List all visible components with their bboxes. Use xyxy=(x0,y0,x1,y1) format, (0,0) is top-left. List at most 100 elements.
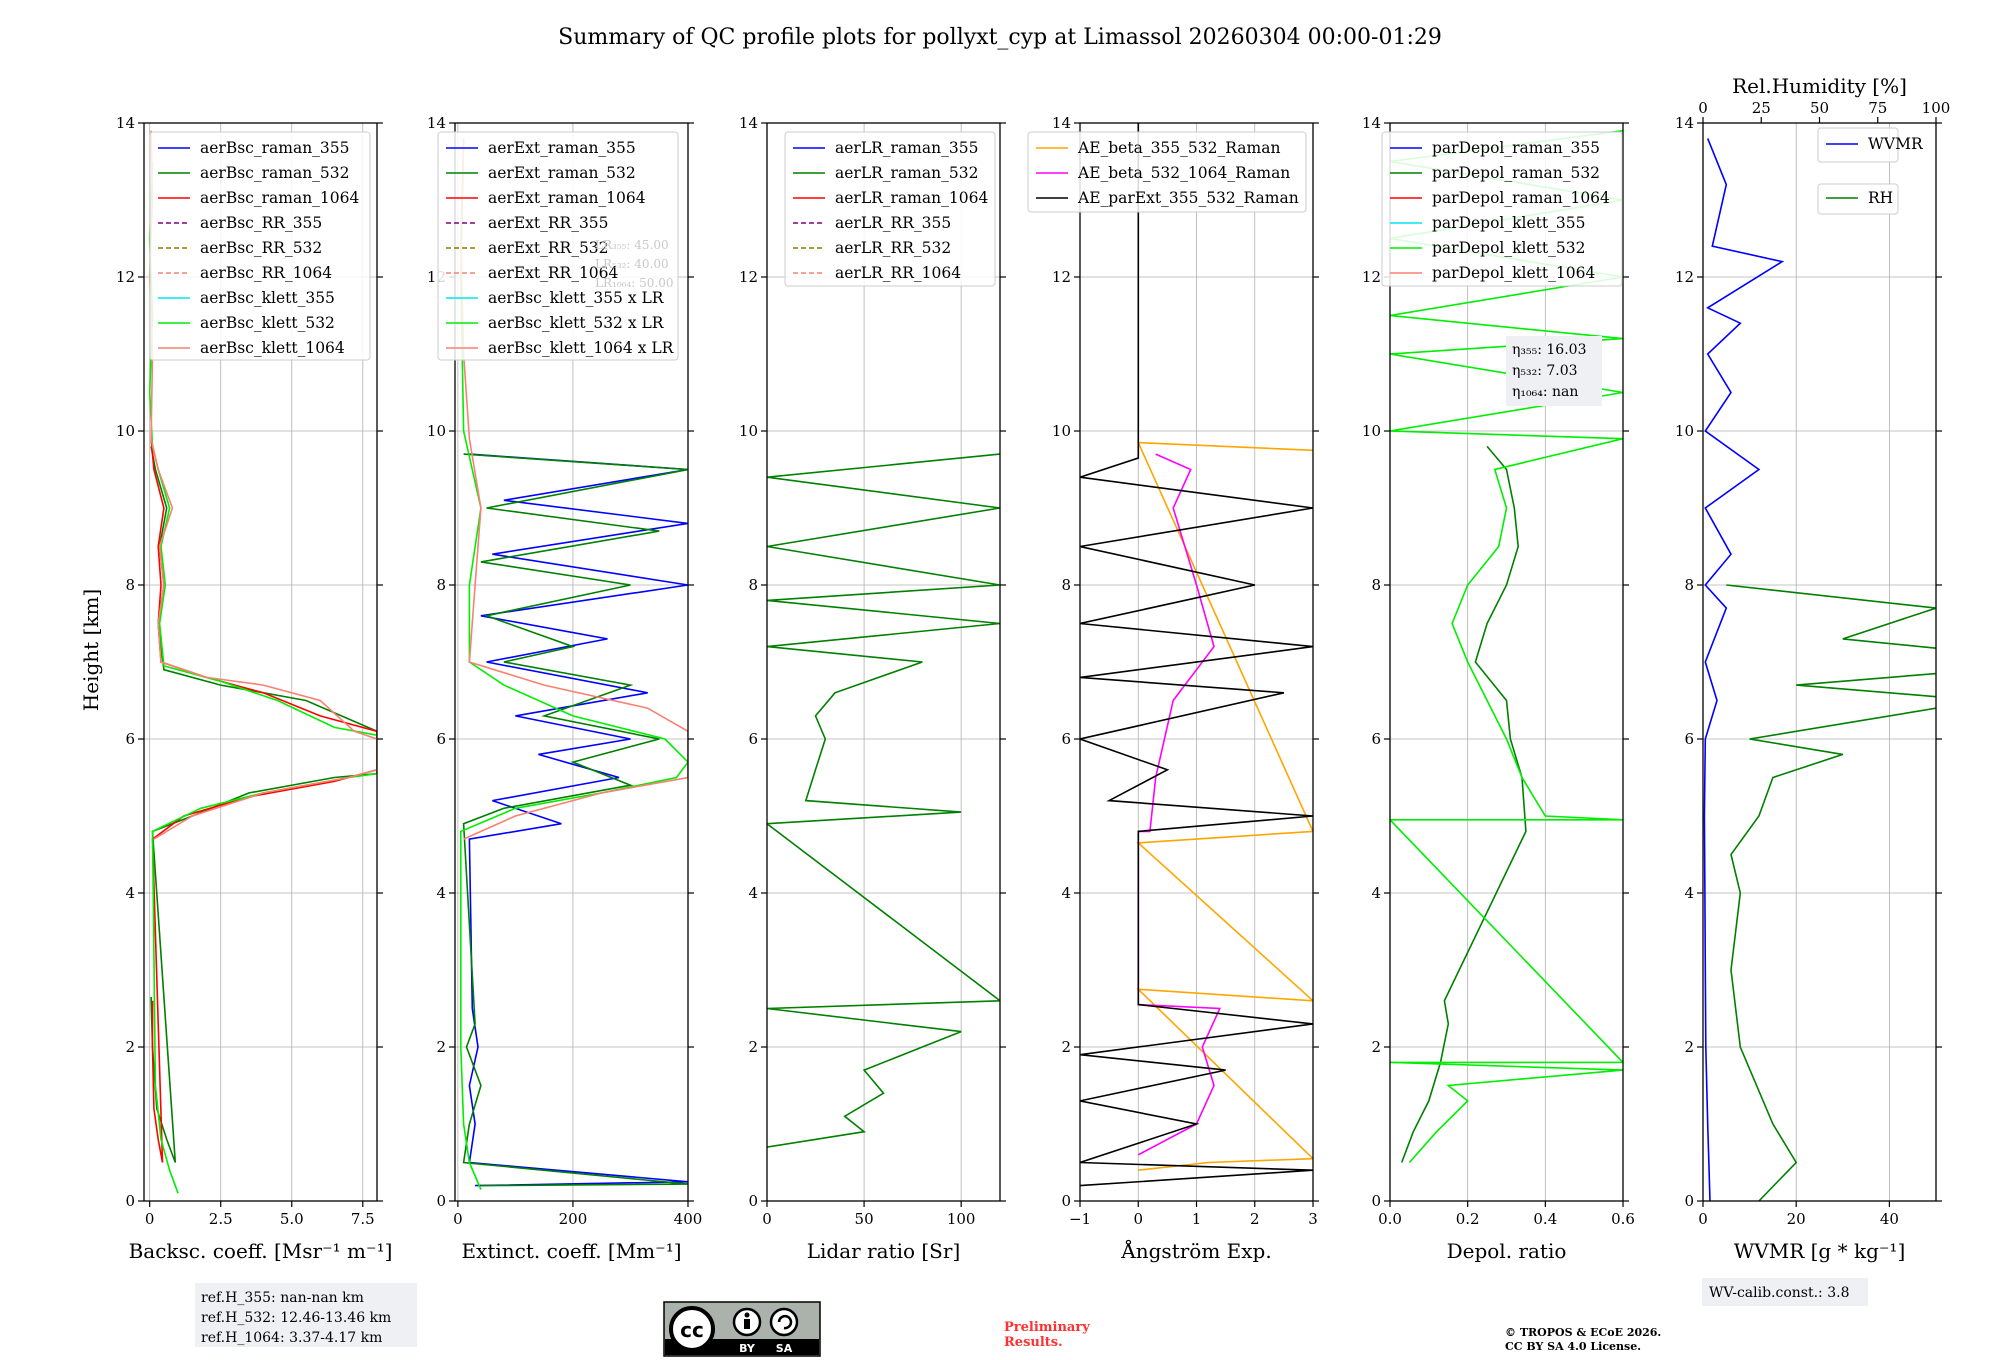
ref-height-355: ref.H_355: nan-nan km xyxy=(201,1290,364,1306)
top-x-tick-label: 0 xyxy=(1698,99,1708,117)
series-aerBsc_raman_1064 xyxy=(150,438,377,1163)
legend-label: AE_beta_355_532_Raman xyxy=(1077,139,1280,157)
panel-lidar_ratio: 0 2 4 6 8 10 12 14 0 50 100 Lidar ratio [Sr] aerLR_r… xyxy=(739,114,1006,1263)
y-tick-label: 8 xyxy=(125,576,135,594)
lidar-ratio-label: LR₅₃₂: 40.00 xyxy=(595,257,669,271)
y-tick-label: 6 xyxy=(436,730,446,748)
legend-label: aerLR_raman_355 xyxy=(835,139,978,157)
y-tick-label: 6 xyxy=(748,730,758,748)
y-tick-label: 8 xyxy=(1371,576,1381,594)
y-tick-label: 8 xyxy=(1061,576,1071,594)
y-tick-label: 14 xyxy=(1675,114,1694,132)
eta-box xyxy=(1506,336,1602,406)
x-tick-label: 20 xyxy=(1787,1210,1806,1228)
x-tick-label: 100 xyxy=(947,1210,976,1228)
y-tick-label: 8 xyxy=(1684,576,1694,594)
legend-label: parDepol_raman_1064 xyxy=(1432,189,1610,207)
legend-label: parDepol_raman_355 xyxy=(1432,139,1600,157)
legend-wvmr: WVMR RH xyxy=(1817,127,1924,215)
axes-frame xyxy=(1702,122,1937,1202)
x-tick-label: 40 xyxy=(1880,1210,1899,1228)
y-tick-label: 2 xyxy=(125,1038,135,1056)
legend-label: aerExt_RR_355 xyxy=(488,214,609,232)
legend-label: aerBsc_klett_355 xyxy=(200,289,335,307)
top-axis-label: Rel.Humidity [%] xyxy=(1732,74,1907,98)
ref-height-box: ref.H_355: nan-nan km ref.H_532: 12.46-1… xyxy=(195,1283,417,1347)
legend-label: aerBsc_raman_1064 xyxy=(200,189,360,207)
y-axis-label: Height [km] xyxy=(79,589,103,711)
y-tick-label: 6 xyxy=(1061,730,1071,748)
series-AE_parExt_355_532_Raman xyxy=(1080,123,1313,1187)
x-tick-label: 0.6 xyxy=(1611,1210,1635,1228)
y-tick-label: 6 xyxy=(125,730,135,748)
x-tick-label: 200 xyxy=(559,1210,588,1228)
x-tick-label: 2 xyxy=(1250,1210,1260,1228)
series-parDepol_raman_532 xyxy=(1400,445,1527,1163)
preliminary-label-line2: Results. xyxy=(1004,1335,1063,1350)
y-tick-label: 4 xyxy=(748,884,758,902)
legend-angstrom: AE_beta_355_532_Raman AE_beta_532_1064_Ra… xyxy=(1027,131,1307,213)
eta-label: η₃₅₅: 16.03 xyxy=(1512,342,1586,358)
series-aerLR_raman_532 xyxy=(767,453,1000,1148)
y-tick-label: 0 xyxy=(436,1192,446,1210)
legend-label: parDepol_klett_1064 xyxy=(1432,264,1595,282)
y-tick-label: 4 xyxy=(1371,884,1381,902)
lidar-ratio-label: LR₃₅₅: 45.00 xyxy=(595,238,669,252)
ref-height-532: ref.H_532: 12.46-13.46 km xyxy=(201,1310,391,1326)
y-tick-label: 2 xyxy=(436,1038,446,1056)
top-x-tick-label: 100 xyxy=(1922,99,1951,117)
legend-label: aerBsc_RR_1064 xyxy=(200,264,332,282)
legend-box xyxy=(437,131,679,361)
legend-label: aerBsc_raman_532 xyxy=(200,164,350,182)
x-tick-label: 1 xyxy=(1192,1210,1202,1228)
legend-box xyxy=(149,131,371,361)
legend-label: aerBsc_klett_355 x LR xyxy=(488,289,665,307)
legend-label: RH xyxy=(1868,189,1893,207)
legend-label: aerLR_raman_532 xyxy=(835,164,978,182)
x-tick-label: 0.4 xyxy=(1533,1210,1557,1228)
share-alike-icon xyxy=(769,1307,799,1337)
svg-text:cc: cc xyxy=(680,1318,704,1342)
x-axis-label: WVMR [g * kg⁻¹] xyxy=(1734,1239,1906,1263)
legend-label: AE_beta_532_1064_Raman xyxy=(1077,164,1290,182)
x-axis-label: Backsc. coeff. [Msr⁻¹ m⁻¹] xyxy=(129,1239,393,1263)
y-tick-label: 6 xyxy=(1371,730,1381,748)
legend-label: parDepol_klett_532 xyxy=(1432,239,1585,257)
y-tick-label: 10 xyxy=(1675,422,1694,440)
legend-label: WVMR xyxy=(1868,135,1924,153)
legend-label: aerLR_RR_1064 xyxy=(835,264,961,282)
y-tick-label: 10 xyxy=(1052,422,1071,440)
legend-extinction: aerExt_raman_355 aerExt_raman_532 aerExt_r… xyxy=(437,131,679,361)
series-aerExt_raman_532 xyxy=(462,453,688,1187)
series-parDepol_klett_532 xyxy=(1390,129,1623,1164)
legend-box-rh xyxy=(1817,183,1899,215)
legend-box xyxy=(784,131,996,287)
legend-label: aerExt_raman_532 xyxy=(488,164,636,182)
legend-label: aerLR_raman_1064 xyxy=(835,189,988,207)
y-tick-label: 14 xyxy=(427,114,446,132)
x-tick-label: 0.0 xyxy=(1378,1210,1402,1228)
cc-icon xyxy=(669,1306,715,1352)
legend-label: aerBsc_raman_355 xyxy=(200,139,350,157)
y-tick-label: 2 xyxy=(1684,1038,1694,1056)
x-tick-label: −1 xyxy=(1069,1210,1091,1228)
y-tick-label: 4 xyxy=(436,884,446,902)
series-aerBsc_klett_532 xyxy=(148,161,377,1194)
figure-title: Summary of QC profile plots for pollyxt_… xyxy=(558,25,1442,50)
wv-calib-box: WV-calib.const.: 3.8 xyxy=(1702,1278,1868,1306)
panel-depol: 0 2 4 6 8 10 12 14 0.0 0.2 0.4 0.6 Depol. ratio parDe… xyxy=(1362,114,1635,1263)
x-tick-label: 0 xyxy=(453,1210,463,1228)
copyright-line2: CC BY SA 4.0 License. xyxy=(1505,1340,1641,1353)
y-tick-label: 0 xyxy=(125,1192,135,1210)
eta-label: η₅₃₂: 7.03 xyxy=(1512,363,1578,379)
legend-label: aerExt_RR_532 xyxy=(488,239,609,257)
legend-label: aerExt_RR_1064 xyxy=(488,264,619,282)
y-tick-label: 4 xyxy=(1684,884,1694,902)
y-tick-label: 2 xyxy=(1061,1038,1071,1056)
axes-frame xyxy=(454,122,689,1202)
top-x-tick-label: 25 xyxy=(1752,99,1771,117)
